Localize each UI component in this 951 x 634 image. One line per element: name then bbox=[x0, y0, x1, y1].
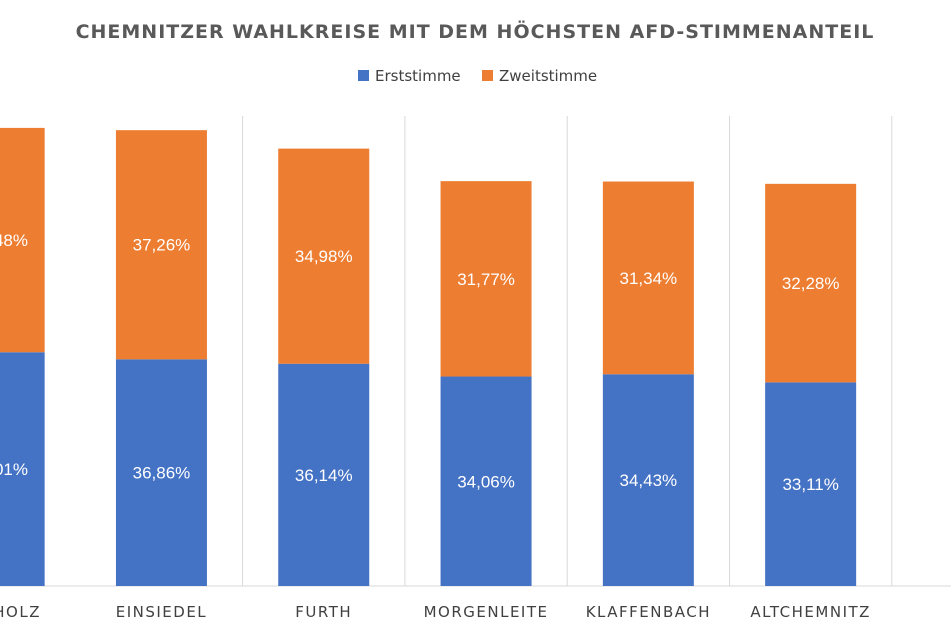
data-label-erststimme-klaffenbach: 34,43% bbox=[620, 471, 678, 490]
data-label-zweitstimme-klaffenbach: 31,34% bbox=[620, 269, 678, 288]
bar-zweitstimme-morgenleite bbox=[440, 181, 532, 377]
legend-swatch-zweitstimme bbox=[482, 70, 493, 81]
legend: Erststimme Zweitstimme bbox=[358, 67, 597, 85]
data-label-erststimme-einsiedel: 36,86% bbox=[133, 464, 191, 483]
bar-zweitstimme-altchemnitz bbox=[765, 183, 857, 383]
data-label-zweitstimme-altchemnitz: 32,28% bbox=[782, 274, 840, 293]
bar-zweitstimme-einsiedel bbox=[115, 130, 207, 360]
category-labels: HUTHOLZ EINSIEDEL FURTH MORGENLEITE KLAFFENB… bbox=[0, 603, 871, 621]
data-label-zweitstimme-hutholz: 36,48% bbox=[0, 231, 28, 250]
data-label-zweitstimme-morgenleite: 31,77% bbox=[457, 270, 515, 289]
category-label-morgenleite: MORGENLEITE bbox=[424, 603, 549, 621]
bars: 38,01% 36,48% 36,86% 37,26% 36,14% 34,98% 34,0… bbox=[0, 127, 857, 586]
category-label-klaffenbach: KLAFFENBACH bbox=[586, 603, 711, 621]
chart-title: CHEMNITZER WAHLKREISE MIT DEM HÖCHSTEN A… bbox=[76, 19, 875, 43]
category-separators bbox=[242, 116, 893, 586]
category-label-hutholz: HUTHOLZ bbox=[0, 603, 41, 621]
bar-erststimme-furth bbox=[278, 363, 370, 586]
data-label-erststimme-morgenleite: 34,06% bbox=[457, 472, 515, 491]
bar-zweitstimme-klaffenbach bbox=[602, 181, 694, 375]
legend-label-erststimme: Erststimme bbox=[375, 67, 461, 85]
bar-erststimme-morgenleite bbox=[440, 376, 532, 586]
bar-erststimme-einsiedel bbox=[115, 359, 207, 586]
bar-erststimme-altchemnitz bbox=[765, 382, 857, 586]
bar-zweitstimme-hutholz bbox=[0, 127, 45, 353]
data-label-erststimme-furth: 36,14% bbox=[295, 466, 353, 485]
legend-label-zweitstimme: Zweitstimme bbox=[499, 67, 597, 85]
data-label-erststimme-altchemnitz: 33,11% bbox=[782, 475, 838, 494]
bar-zweitstimme-furth bbox=[278, 148, 370, 364]
bar-erststimme-klaffenbach bbox=[602, 374, 694, 586]
category-label-altchemnitz: ALTCHEMNITZ bbox=[750, 603, 871, 621]
data-label-zweitstimme-einsiedel: 37,26% bbox=[133, 236, 191, 255]
category-label-einsiedel: EINSIEDEL bbox=[116, 603, 207, 621]
bar-erststimme-hutholz bbox=[0, 352, 45, 586]
data-label-erststimme-hutholz: 38,01% bbox=[0, 460, 28, 479]
category-label-furth: FURTH bbox=[295, 603, 352, 621]
legend-swatch-erststimme bbox=[358, 70, 369, 81]
data-label-zweitstimme-furth: 34,98% bbox=[295, 247, 353, 266]
